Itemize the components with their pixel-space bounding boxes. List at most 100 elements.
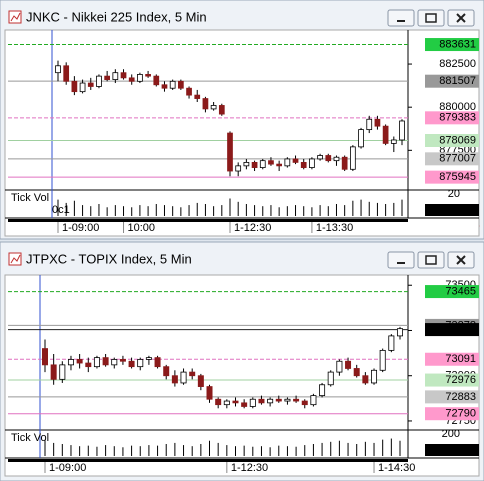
candle-body bbox=[218, 105, 225, 115]
x-tick-label: 1-09:00 bbox=[49, 462, 86, 474]
level-label-bg bbox=[425, 111, 479, 125]
candle-body bbox=[42, 348, 48, 366]
level-label: 72976 bbox=[445, 374, 476, 386]
y-tick-label: 880000 bbox=[439, 101, 476, 113]
title-icon-mark bbox=[10, 254, 21, 264]
x-tick-label: 10:00 bbox=[128, 222, 156, 234]
candle-body bbox=[345, 360, 352, 369]
candle-body bbox=[317, 155, 323, 160]
volume-last-bg bbox=[425, 204, 479, 216]
candle-body bbox=[137, 359, 144, 368]
candle-body bbox=[276, 163, 282, 167]
candle-body bbox=[119, 359, 126, 362]
candle-body bbox=[362, 375, 369, 384]
x-tick-label: 1-09:00 bbox=[62, 222, 99, 234]
candle-body bbox=[284, 398, 291, 402]
candle-body bbox=[50, 364, 57, 380]
level-label: 881507 bbox=[439, 75, 476, 87]
candle-body bbox=[85, 362, 92, 368]
window-button[interactable] bbox=[387, 251, 415, 269]
candle-body bbox=[358, 129, 364, 148]
candle-body bbox=[241, 402, 248, 407]
candle-body bbox=[67, 359, 74, 366]
candle-body bbox=[87, 82, 94, 87]
level-label: 879383 bbox=[439, 112, 476, 124]
candle-body bbox=[76, 359, 83, 364]
candle-body bbox=[251, 161, 258, 168]
level-label-bg bbox=[425, 74, 479, 88]
candle-body bbox=[202, 98, 209, 110]
volume-last: 2 bbox=[454, 204, 460, 216]
candle-body bbox=[169, 80, 176, 89]
candle-body bbox=[206, 386, 213, 400]
candle-body bbox=[215, 398, 222, 406]
candle-body bbox=[145, 74, 151, 77]
level-label: 877007 bbox=[439, 153, 476, 165]
candle-body bbox=[120, 72, 127, 79]
volume-last: 2 bbox=[454, 444, 460, 456]
x-tick-label: 1-14:30 bbox=[378, 462, 415, 474]
candle-body bbox=[55, 65, 61, 74]
x-tick-label: 1-12:30 bbox=[234, 222, 271, 234]
level-label-bg bbox=[425, 134, 479, 148]
level-label: 73465 bbox=[445, 285, 476, 297]
candle-body bbox=[235, 165, 242, 172]
level-label: 875945 bbox=[439, 171, 476, 183]
level-label-bg bbox=[425, 407, 479, 421]
candle-body bbox=[349, 146, 356, 170]
volume-last-bg bbox=[425, 444, 479, 456]
candle-body bbox=[145, 357, 152, 360]
candle-body bbox=[275, 398, 282, 402]
window-title: JTPXC - TOPIX Index, 5 Min bbox=[26, 251, 192, 266]
level-label: 72883 bbox=[445, 391, 476, 403]
candle-body bbox=[71, 80, 78, 93]
level-label-bg bbox=[425, 323, 479, 337]
candle-body bbox=[319, 384, 326, 397]
level-label: 73255 bbox=[445, 323, 476, 335]
level-label-bg bbox=[425, 170, 479, 184]
candle-body bbox=[102, 357, 109, 366]
window-button[interactable] bbox=[417, 9, 445, 27]
candle-body bbox=[325, 155, 332, 162]
window-title: JNKC - Nikkei 225 Index, 5 Min bbox=[26, 9, 207, 24]
candle-body bbox=[333, 156, 340, 162]
window-button[interactable] bbox=[387, 9, 415, 27]
candle-body bbox=[268, 160, 274, 165]
candle-body bbox=[267, 398, 274, 404]
candle-body bbox=[112, 72, 119, 80]
candle-body bbox=[371, 369, 378, 384]
volume-title: Tick Vol bbox=[11, 192, 49, 204]
candle-body bbox=[397, 328, 403, 337]
candle-body bbox=[379, 349, 386, 371]
button-icon bbox=[456, 255, 466, 265]
candle-body bbox=[153, 75, 160, 86]
candle-body bbox=[259, 160, 266, 168]
candle-body bbox=[171, 375, 178, 384]
candle-body bbox=[399, 120, 405, 141]
candle-body bbox=[154, 357, 161, 368]
candle-body bbox=[390, 139, 397, 144]
window-button[interactable] bbox=[417, 251, 445, 269]
candle-body bbox=[194, 94, 201, 99]
candle-body bbox=[177, 80, 184, 89]
candle-body bbox=[232, 400, 239, 404]
candle-body bbox=[128, 77, 135, 82]
level-label-bg bbox=[425, 285, 479, 299]
candle-body bbox=[341, 156, 348, 170]
volume-tick-label: 200 bbox=[442, 428, 460, 440]
candle-body bbox=[284, 158, 291, 167]
level-label-bg bbox=[425, 352, 479, 366]
candle-body bbox=[300, 161, 307, 168]
button-icon bbox=[425, 255, 437, 265]
candle-body bbox=[382, 125, 389, 144]
level-label: 878069 bbox=[439, 134, 476, 146]
candle-body bbox=[293, 398, 300, 402]
candle-body bbox=[327, 371, 334, 386]
level-label: 883631 bbox=[439, 38, 476, 50]
candle-body bbox=[292, 158, 299, 163]
candle-body bbox=[163, 366, 170, 377]
candle-body bbox=[197, 375, 204, 387]
candle-body bbox=[128, 360, 135, 368]
candle-body bbox=[374, 118, 381, 127]
